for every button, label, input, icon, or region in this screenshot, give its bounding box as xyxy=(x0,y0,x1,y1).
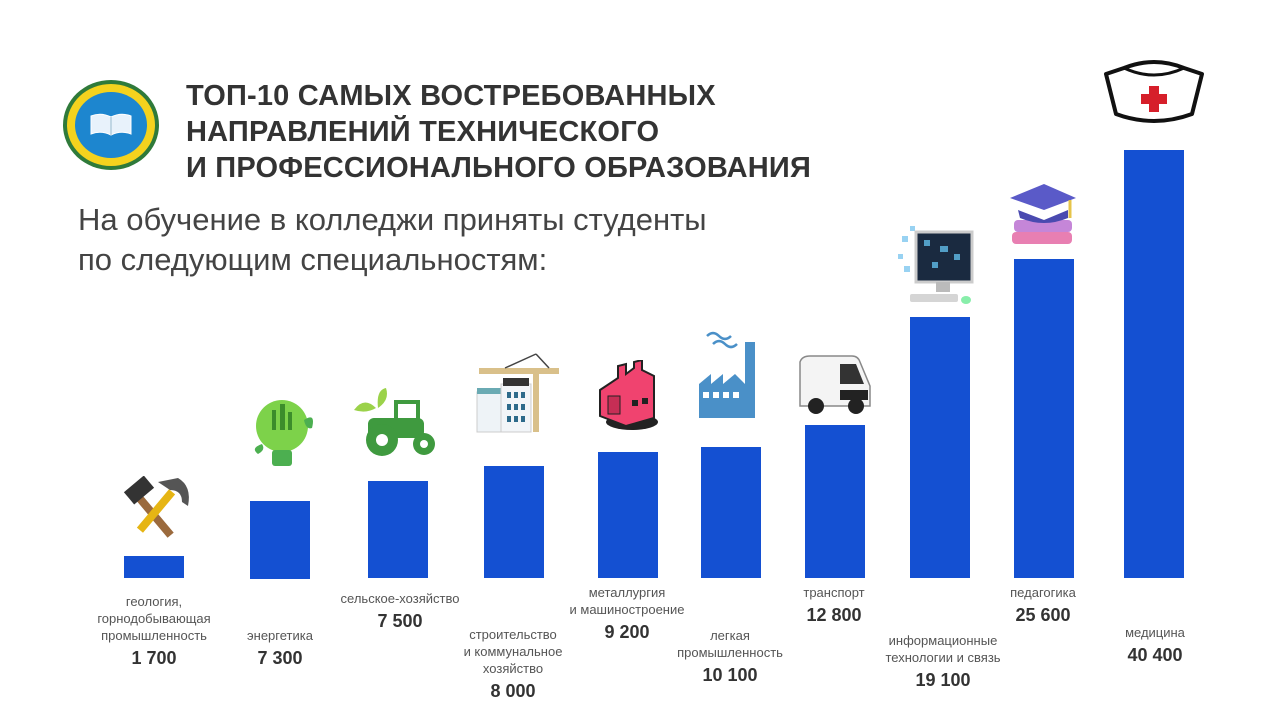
page-title: ТОП-10 САМЫХ ВОСТРЕБОВАННЫХ НАПРАВЛЕНИЙ … xyxy=(186,78,811,186)
open-book-icon xyxy=(90,113,132,136)
value-metallurgy: 9 200 xyxy=(604,622,650,642)
graduation-cap-books-icon xyxy=(1010,184,1076,244)
value-agriculture: 7 500 xyxy=(377,611,423,631)
tractor-icon xyxy=(354,388,435,456)
label-agriculture: сельское-хозяйство 7 500 xyxy=(315,590,485,630)
bar-light-industry xyxy=(701,447,761,578)
bar-agriculture xyxy=(368,481,428,578)
construction-crane-icon xyxy=(476,353,559,433)
bar-it xyxy=(910,317,970,578)
page-subtitle: На обучение в колледжи приняты студенты … xyxy=(78,200,707,280)
value-it: 19 100 xyxy=(915,670,971,690)
label-light-industry: легкая промышленность 10 100 xyxy=(645,627,815,684)
label-it: информационные технологии и связь 19 100 xyxy=(858,632,1028,689)
value-pedagogy: 25 600 xyxy=(1015,605,1071,625)
factory-pink-icon xyxy=(599,360,658,430)
bar-metallurgy xyxy=(598,452,658,578)
bar-construction xyxy=(484,466,544,578)
bar-transport xyxy=(805,425,865,578)
value-light-industry: 10 100 xyxy=(702,665,758,685)
label-medicine: медицина 40 400 xyxy=(1070,624,1240,664)
subtitle-line: На обучение в колледжи приняты студенты xyxy=(78,202,707,237)
label-metallurgy: металлургия и машиностроение 9 200 xyxy=(542,584,712,641)
computer-icon xyxy=(898,226,974,304)
value-energy: 7 300 xyxy=(257,648,303,668)
subtitle-line: по следующим специальностям: xyxy=(78,242,548,277)
title-line: И ПРОФЕССИОНАЛЬНОГО ОБРАЗОВАНИЯ xyxy=(186,152,811,184)
van-icon xyxy=(799,355,871,414)
label-pedagogy: педагогика 25 600 xyxy=(958,584,1128,624)
eco-lightbulb-icon xyxy=(254,400,313,466)
factory-blue-icon xyxy=(699,331,755,418)
bar-energy xyxy=(250,501,310,579)
label-transport: транспорт 12 800 xyxy=(749,584,919,624)
value-medicine: 40 400 xyxy=(1127,645,1183,665)
bar-pedagogy xyxy=(1014,259,1074,578)
bar-geology xyxy=(124,556,184,578)
label-construction: строительство и коммунальное хозяйство 8 0… xyxy=(428,626,598,700)
value-geology: 1 700 xyxy=(131,648,177,668)
label-geology: геология, горнодобывающая промышленность 1… xyxy=(69,593,239,667)
title-line: ТОП-10 САМЫХ ВОСТРЕБОВАННЫХ xyxy=(186,80,716,112)
nurse-cap-icon xyxy=(1104,60,1204,123)
label-energy: энергетика 7 300 xyxy=(195,627,365,667)
hammer-pickaxe-icon xyxy=(123,476,189,538)
title-line: НАПРАВЛЕНИЙ ТЕХНИЧЕСКОГО xyxy=(186,116,660,148)
ministry-logo xyxy=(63,80,159,170)
value-transport: 12 800 xyxy=(806,605,862,625)
value-construction: 8 000 xyxy=(490,681,536,701)
bar-medicine xyxy=(1124,150,1184,578)
